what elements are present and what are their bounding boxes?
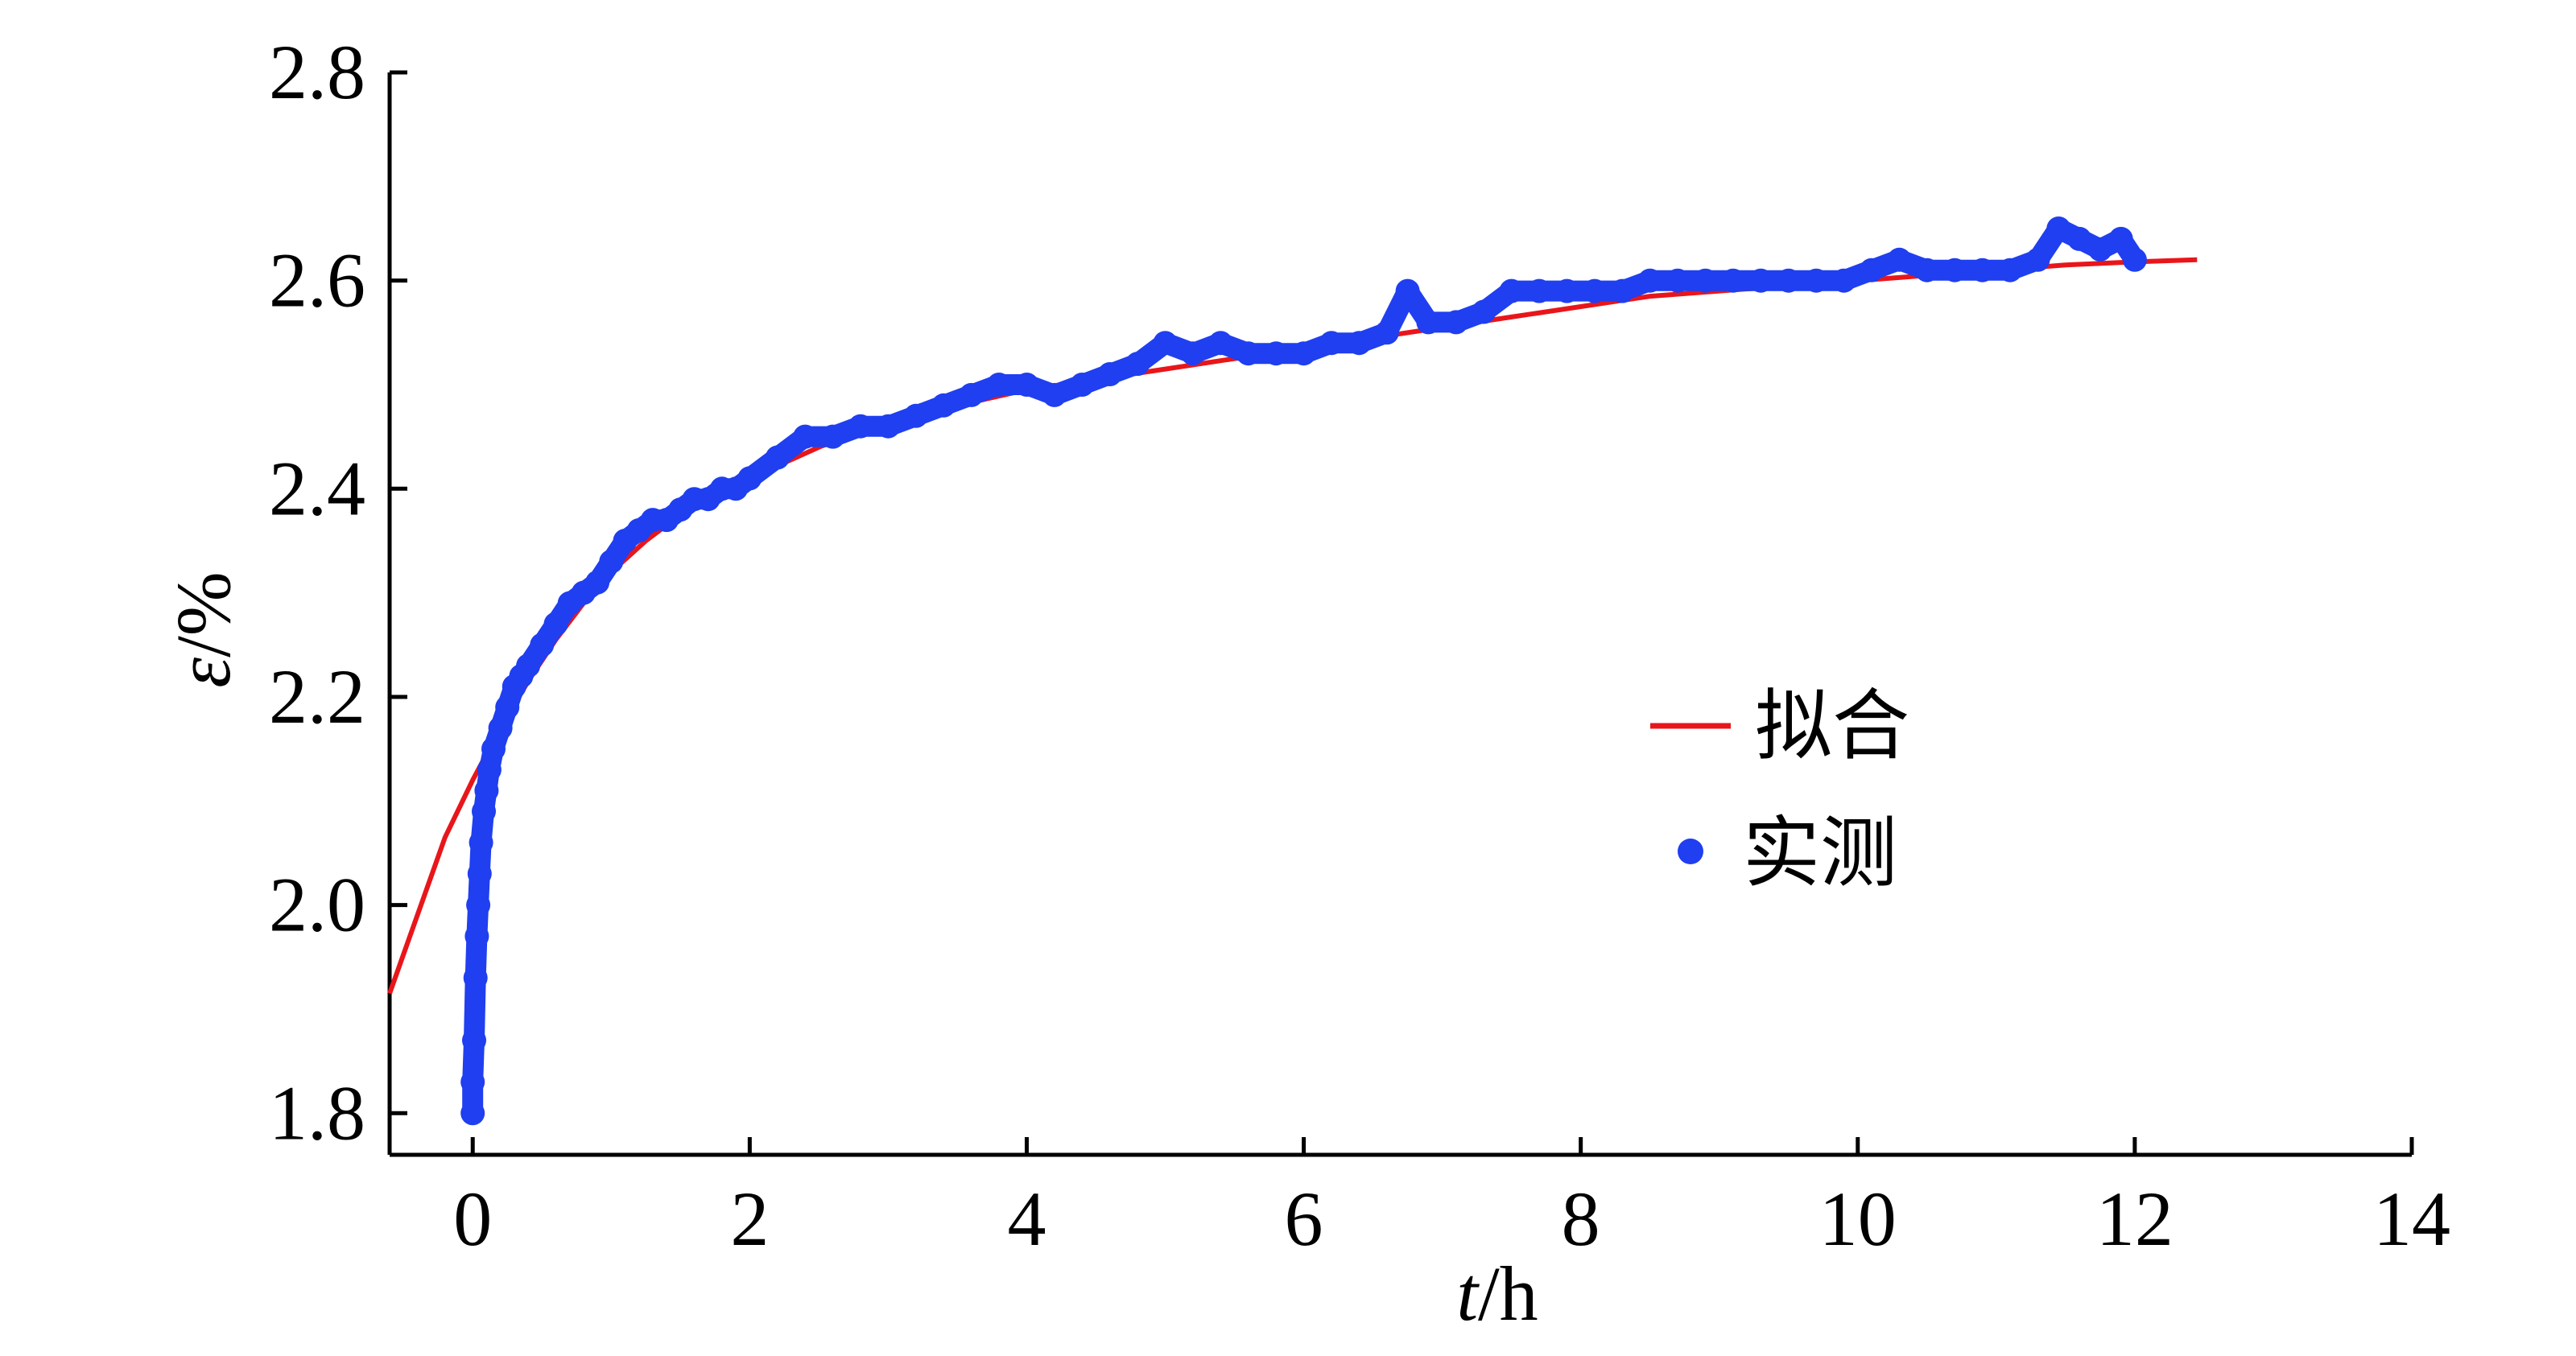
measured-band [462, 218, 2145, 1124]
y-axis-title: ε/% [160, 571, 246, 687]
y-tick-label: 1.8 [269, 1070, 365, 1156]
y-ticks: 1.8 2.0 2.2 2.4 2.6 2.8 [269, 29, 407, 1156]
y-tick-label: 2.6 [269, 237, 365, 324]
measured-series [460, 216, 2147, 1126]
x-tick-label: 10 [1819, 1176, 1897, 1262]
x-axis-title: t/h [1456, 1251, 1538, 1337]
legend: 拟合 实测 [1650, 683, 1909, 896]
y-tick-label: 2.2 [269, 653, 365, 740]
x-ticks: 0 2 4 6 8 10 12 14 [453, 1137, 2450, 1262]
x-tick-label: 12 [2096, 1176, 2174, 1262]
x-tick-label: 0 [453, 1176, 492, 1262]
y-tick-label: 2.8 [269, 29, 365, 115]
x-tick-label: 14 [2373, 1176, 2450, 1262]
y-tick-label: 2.0 [269, 862, 365, 948]
x-tick-label: 4 [1007, 1176, 1046, 1262]
y-tick-label: 2.4 [269, 445, 365, 531]
y-axis-title-symbol: ε [160, 657, 246, 688]
x-axis-title-symbol: t [1456, 1251, 1480, 1337]
x-tick-label: 6 [1285, 1176, 1323, 1262]
x-tick-label: 8 [1562, 1176, 1600, 1262]
x-tick-label: 2 [730, 1176, 769, 1262]
legend-measured-label: 实测 [1743, 810, 1897, 896]
fit-series [387, 257, 2198, 995]
x-axis-title-unit: /h [1478, 1251, 1538, 1337]
legend-measured-swatch [1678, 839, 1703, 864]
fit-line [387, 257, 2198, 995]
legend-fit-label: 拟合 [1755, 683, 1909, 769]
axes [387, 72, 2412, 1157]
y-axis-title-unit: /% [160, 571, 246, 657]
